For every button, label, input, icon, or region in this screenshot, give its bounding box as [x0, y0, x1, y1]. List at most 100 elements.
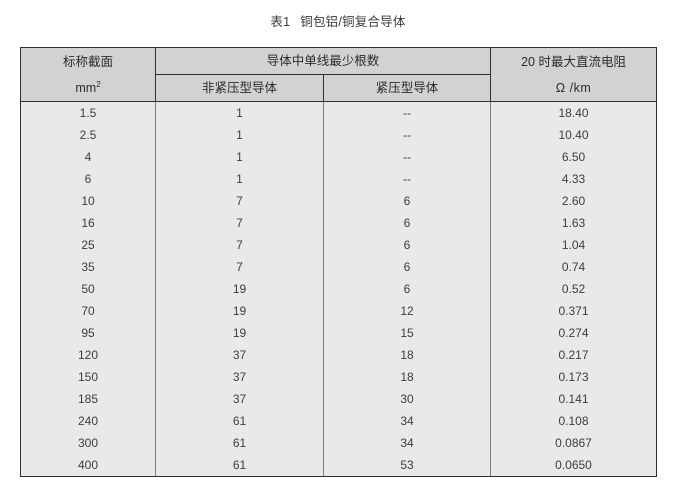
table-row: 95 19 15 0.274: [20, 322, 658, 344]
cell-nominal-section: 240: [20, 410, 156, 432]
cell-compacted: --: [322, 168, 492, 190]
table-body: 1.5 1 -- 18.40 2.5 1 -- 10.40 4 1 -- 6.50 6 1 -- 4.33 10…: [20, 101, 658, 477]
cell-compacted: 6: [322, 212, 492, 234]
table-caption-number: 表1: [270, 15, 291, 29]
cell-compacted: 15: [322, 322, 492, 344]
table-row: 240 61 34 0.108: [20, 410, 658, 432]
conductor-spec-table: 标称截面 mm2 导体中单线最少根数 20 时最大直流电阻 Ω /km 非紧压型…: [20, 47, 658, 477]
table-row: 16 7 6 1.63: [20, 212, 658, 234]
header-row-sub: 非紧压型导体 紧压型导体: [21, 74, 657, 102]
cell-compacted: 6: [322, 278, 492, 300]
table-caption-title: 铜包铝/铜复合导体: [300, 15, 406, 29]
table-row: 120 37 18 0.217: [20, 344, 658, 366]
cell-compacted: 6: [322, 234, 492, 256]
cell-nominal-section: 400: [20, 454, 156, 477]
table-caption: 表1 铜包铝/铜复合导体: [0, 11, 676, 30]
table-row: 10 7 6 2.60: [20, 190, 658, 212]
cell-compacted: 34: [322, 432, 492, 454]
cell-compacted: --: [322, 146, 492, 168]
cell-non-compacted: 1: [155, 124, 324, 146]
cell-compacted: 18: [322, 366, 492, 388]
cell-dc-resistance: 2.60: [490, 190, 658, 212]
cell-non-compacted: 1: [155, 146, 324, 168]
cell-compacted: 34: [322, 410, 492, 432]
table-row: 6 1 -- 4.33: [20, 168, 658, 190]
cell-non-compacted: 1: [155, 168, 324, 190]
cell-non-compacted: 37: [155, 388, 324, 410]
cell-dc-resistance: 0.74: [490, 256, 658, 278]
cell-nominal-section: 120: [20, 344, 156, 366]
header-nominal-section-unit: mm2: [21, 75, 155, 101]
header-row-top: 标称截面 mm2 导体中单线最少根数 20 时最大直流电阻 Ω /km: [20, 47, 658, 102]
table-row: 1.5 1 -- 18.40: [20, 101, 658, 124]
table-row: 300 61 34 0.0867: [20, 432, 658, 454]
cell-non-compacted: 61: [155, 410, 324, 432]
table-row: 4 1 -- 6.50: [20, 146, 658, 168]
header-unit-superscript: 2: [96, 79, 101, 89]
header-non-compacted: 非紧压型导体: [155, 74, 324, 102]
cell-compacted: --: [322, 101, 492, 124]
cell-compacted: 6: [322, 190, 492, 212]
cell-non-compacted: 61: [155, 454, 324, 477]
cell-nominal-section: 70: [20, 300, 156, 322]
table-header: 标称截面 mm2 导体中单线最少根数 20 时最大直流电阻 Ω /km 非紧压型…: [20, 47, 658, 102]
cell-non-compacted: 19: [155, 322, 324, 344]
table-row: 2.5 1 -- 10.40: [20, 124, 658, 146]
cell-dc-resistance: 0.108: [490, 410, 658, 432]
table-row: 25 7 6 1.04: [20, 234, 658, 256]
cell-dc-resistance: 6.50: [490, 146, 658, 168]
cell-non-compacted: 7: [155, 234, 324, 256]
table-row: 185 37 30 0.141: [20, 388, 658, 410]
header-dc-resistance: 20 时最大直流电阻 Ω /km: [490, 47, 658, 102]
cell-dc-resistance: 0.0867: [490, 432, 658, 454]
cell-nominal-section: 16: [20, 212, 156, 234]
cell-nominal-section: 6: [20, 168, 156, 190]
cell-compacted: 30: [322, 388, 492, 410]
cell-nominal-section: 25: [20, 234, 156, 256]
cell-nominal-section: 10: [20, 190, 156, 212]
cell-dc-resistance: 1.04: [490, 234, 658, 256]
cell-nominal-section: 4: [20, 146, 156, 168]
cell-non-compacted: 37: [155, 344, 324, 366]
cell-compacted: 12: [322, 300, 492, 322]
table-row: 150 37 18 0.173: [20, 366, 658, 388]
header-dc-resistance-unit: Ω /km: [555, 80, 592, 95]
cell-compacted: 6: [322, 256, 492, 278]
cell-dc-resistance: 4.33: [490, 168, 658, 190]
cell-nominal-section: 300: [20, 432, 156, 454]
header-nominal-section: 标称截面 mm2: [20, 47, 156, 102]
table-row: 50 19 6 0.52: [20, 278, 658, 300]
cell-non-compacted: 7: [155, 190, 324, 212]
header-unit-base: mm: [75, 80, 97, 95]
cell-dc-resistance: 18.40: [490, 101, 658, 124]
header-strand-group: 导体中单线最少根数: [154, 47, 492, 75]
table-row: 35 7 6 0.74: [20, 256, 658, 278]
cell-non-compacted: 7: [155, 212, 324, 234]
table-container: 标称截面 mm2 导体中单线最少根数 20 时最大直流电阻 Ω /km 非紧压型…: [20, 47, 658, 477]
cell-dc-resistance: 1.63: [490, 212, 658, 234]
table-row: 400 61 53 0.0650: [20, 454, 658, 477]
cell-non-compacted: 7: [155, 256, 324, 278]
cell-nominal-section: 1.5: [20, 101, 156, 124]
cell-dc-resistance: 0.274: [490, 322, 658, 344]
cell-nominal-section: 150: [20, 366, 156, 388]
cell-dc-resistance: 0.52: [490, 278, 658, 300]
cell-dc-resistance: 10.40: [490, 124, 658, 146]
cell-dc-resistance: 0.371: [490, 300, 658, 322]
table-row: 70 19 12 0.371: [20, 300, 658, 322]
cell-nominal-section: 50: [20, 278, 156, 300]
header-compacted: 紧压型导体: [322, 74, 492, 102]
cell-dc-resistance: 0.217: [490, 344, 658, 366]
cell-compacted: --: [322, 124, 492, 146]
cell-nominal-section: 95: [20, 322, 156, 344]
header-nominal-section-line1: 标称截面: [62, 54, 113, 69]
cell-dc-resistance: 0.173: [490, 366, 658, 388]
cell-nominal-section: 185: [20, 388, 156, 410]
cell-compacted: 53: [322, 454, 492, 477]
cell-compacted: 18: [322, 344, 492, 366]
cell-dc-resistance: 0.0650: [490, 454, 658, 477]
cell-nominal-section: 35: [20, 256, 156, 278]
cell-non-compacted: 19: [155, 300, 324, 322]
cell-nominal-section: 2.5: [20, 124, 156, 146]
